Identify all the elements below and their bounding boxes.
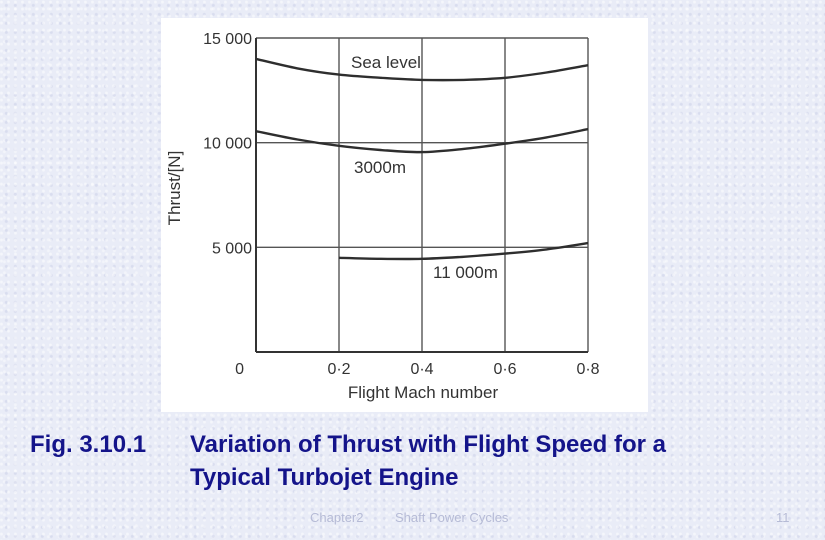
series-layer <box>255 57 589 261</box>
footer-chapter: Chapter2 <box>310 510 364 525</box>
series-label-11000m: 11 000m <box>433 263 498 282</box>
y-tick-label-0: 0 <box>235 361 244 378</box>
caption-line-2: Typical Turbojet Engine <box>190 464 459 491</box>
x-tick-label-3: 0·6 <box>493 361 516 378</box>
x-axis-label: Flight Mach number <box>348 383 499 402</box>
y-axis-label: Thrust/[N] <box>165 151 184 226</box>
series-label-3000m: 3000m <box>354 158 406 177</box>
caption-line-1: Variation of Thrust with Flight Speed fo… <box>190 431 667 458</box>
axis-layer <box>255 38 588 353</box>
y-tick-label-3: 15 000 <box>203 31 252 48</box>
series-line-3000m <box>255 127 589 154</box>
y-tick-label-2: 10 000 <box>203 136 252 153</box>
x-tick-label-2: 0·4 <box>410 361 433 378</box>
figure-number: Fig. 3.10.1 <box>30 431 147 458</box>
y-tick-label-1: 5 000 <box>212 240 252 257</box>
x-tick-label-1: 0·2 <box>327 361 350 378</box>
series-line-sea-level <box>255 57 589 82</box>
grid-layer <box>256 37 589 352</box>
footer-page-number: 11 <box>776 510 790 525</box>
series-label-sea-level: Sea level <box>351 53 421 72</box>
footer-title: Shaft Power Cycles <box>395 510 509 525</box>
series-line-11000m <box>338 241 589 261</box>
x-tick-label-4: 0·8 <box>576 361 599 378</box>
